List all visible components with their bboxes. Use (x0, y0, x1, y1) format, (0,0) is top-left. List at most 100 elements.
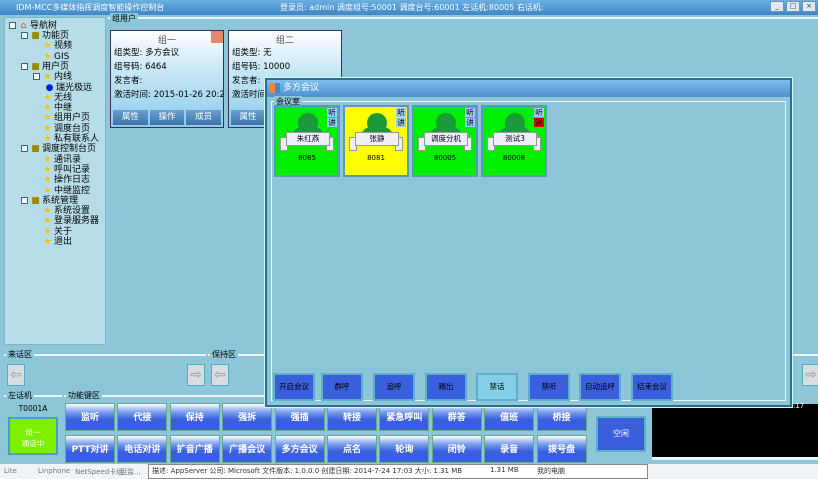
arrow-right-icon[interactable]: ⇨ (187, 364, 205, 386)
conference-member[interactable]: 张静 8081 听讲 (343, 105, 409, 177)
conference-button[interactable]: 自动追呼 (579, 373, 621, 401)
tree-item[interactable]: ■ 用户页 (21, 62, 69, 72)
tree-item[interactable]: ★ 系统设置 (43, 206, 90, 216)
function-key-button[interactable]: 紧急呼叫 (379, 403, 430, 431)
tree-root[interactable]: ⌂ 导航树 (9, 21, 57, 31)
function-key-button[interactable]: 多方会议 (274, 435, 325, 463)
star-icon: ★ (43, 72, 52, 83)
star-icon: ★ (43, 41, 52, 52)
left-phone-status-button[interactable]: 组一 通话中 (8, 417, 58, 455)
tree-item[interactable]: ★ 关于 (43, 227, 72, 237)
tree-item[interactable]: ★ 无线 (43, 93, 72, 103)
tree-item[interactable]: ★ 中继监控 (43, 186, 90, 196)
arrow-left-icon[interactable]: ⇦ (7, 364, 25, 386)
maximize-button[interactable]: □ (786, 1, 800, 12)
conference-button[interactable]: 踢出 (425, 373, 467, 401)
function-key-button[interactable]: 电话对讲 (117, 435, 168, 463)
conference-button[interactable]: 追呼 (373, 373, 415, 401)
function-key-button[interactable]: 拨号盘 (536, 435, 587, 463)
tree-item-label: 呼叫记录 (54, 164, 91, 175)
function-key-button[interactable]: 点名 (327, 435, 377, 463)
properties-button[interactable]: 属性 (231, 110, 265, 125)
speak-indicator[interactable]: 讲 (327, 118, 337, 127)
conference-button[interactable]: 群呼 (321, 373, 363, 401)
function-key-button[interactable]: 群答 (431, 403, 482, 431)
taskbar-item[interactable]: 组监... (120, 468, 141, 476)
function-key-button[interactable]: PTT对讲 (65, 435, 115, 463)
function-key-button[interactable]: 桥接 (536, 403, 587, 431)
function-key-button[interactable]: 转接 (327, 403, 377, 431)
right-phone-status-button[interactable]: 空闲 (596, 416, 646, 452)
expand-icon[interactable] (33, 73, 40, 81)
tree-item-label: 无线 (54, 92, 73, 103)
star-icon: ★ (43, 113, 52, 124)
taskbar-item[interactable]: NetSpeed卡组 (75, 468, 124, 476)
function-key-button[interactable]: 广播会议 (222, 435, 273, 463)
tree-item[interactable]: ★ 组用户页 (43, 113, 90, 123)
dialog-title-bar[interactable]: 多方会议 (267, 80, 790, 97)
left-phone-id: T0001A (18, 404, 48, 413)
taskbar: 组监... NetSpeed卡组 Linphone Lite 描述: AppServe… (0, 464, 818, 479)
tree-item[interactable]: ★ 内线 (33, 72, 72, 82)
star-icon: ★ (43, 164, 52, 175)
arrow-left-icon[interactable]: ⇦ (211, 364, 229, 386)
tree-item[interactable]: ★ 退出 (43, 237, 72, 247)
conference-button[interactable]: 禁话 (476, 373, 518, 401)
tree-item[interactable]: ■ 调度控制台页 (21, 144, 96, 154)
expand-icon[interactable] (21, 196, 28, 204)
function-key-button[interactable]: 扩音广播 (169, 435, 220, 463)
listen-indicator[interactable]: 听 (534, 108, 544, 117)
function-key-button[interactable]: 强拆 (222, 403, 273, 431)
tree-item[interactable]: ★ 通讯录 (43, 155, 81, 165)
star-icon: ★ (43, 206, 52, 217)
incoming-legend: 来话区 (6, 349, 34, 360)
tree-item[interactable]: ★ 呼叫记录 (43, 165, 90, 175)
folder-icon: ■ (31, 144, 40, 155)
speak-indicator[interactable]: 讲 (396, 118, 406, 127)
taskbar-item[interactable]: Lite (4, 467, 17, 475)
tree-item[interactable]: ★ 操作日志 (43, 175, 90, 185)
operate-button[interactable]: 操作 (149, 110, 185, 125)
expand-icon[interactable] (21, 32, 28, 39)
tree-item[interactable]: ★ 调度台页 (43, 124, 90, 134)
conference-member[interactable]: 调度分机 80005 听讲 (412, 105, 478, 177)
speak-indicator[interactable]: 讲 (465, 118, 475, 127)
tree-item[interactable]: ★ 中继 (43, 103, 72, 113)
tree-item[interactable]: ■ 系统管理 (21, 196, 78, 206)
function-key-button[interactable]: 闭铃 (431, 435, 482, 463)
tree-item[interactable]: ★ GIS (43, 52, 69, 62)
tree-item[interactable]: ★ 私有联系人 (43, 134, 99, 144)
tree-item[interactable]: ● 瑞光极远 (45, 83, 92, 93)
file-info: 描述: AppServer 公司: Microsoft 文件版本: 1.0.0.… (152, 467, 463, 475)
listen-indicator[interactable]: 听 (327, 108, 337, 117)
conference-button[interactable]: 结束会议 (631, 373, 673, 401)
function-key-button[interactable]: 强插 (274, 403, 325, 431)
conference-member[interactable]: 测试3 80008 听讲 (481, 105, 547, 177)
listen-indicator[interactable]: 听 (465, 108, 475, 117)
speak-indicator[interactable]: 讲 (534, 118, 544, 127)
close-button[interactable]: × (802, 1, 816, 12)
members-button[interactable]: 成员 (186, 110, 222, 125)
expand-icon[interactable] (21, 145, 28, 153)
conference-button[interactable]: 开启会议 (273, 373, 315, 401)
function-key-button[interactable]: 录音 (484, 435, 535, 463)
properties-button[interactable]: 属性 (113, 110, 148, 125)
listen-indicator[interactable]: 听 (396, 108, 406, 117)
function-key-button[interactable]: 监听 (65, 403, 115, 431)
tree-item[interactable]: ★ 登录服务器 (43, 216, 99, 226)
tree-item[interactable]: ■ 功能页 (21, 31, 69, 41)
function-key-button[interactable]: 轮询 (379, 435, 430, 463)
tree-item[interactable]: ★ 视频 (43, 41, 72, 51)
taskbar-item[interactable]: Linphone (38, 467, 71, 475)
group-card[interactable]: 组一 组类型: 多方会议 组号码: 6464 发言者: 激活时间: 2015-0… (110, 30, 224, 128)
arrow-right-icon[interactable]: ⇨ (802, 364, 818, 386)
expand-icon[interactable] (21, 62, 28, 70)
conference-button[interactable]: 禁听 (528, 373, 570, 401)
function-key-button[interactable]: 保持 (169, 403, 220, 431)
function-key-button[interactable]: 代接 (117, 403, 168, 431)
function-key-button[interactable]: 值班 (484, 403, 535, 431)
left-phone-zone: 左话机 T0001A 组一 通话中 (4, 390, 62, 461)
conference-member[interactable]: 朱红燕 8085 听讲 (274, 105, 340, 177)
minimize-button[interactable]: _ (770, 1, 784, 12)
group-time: 激活时间: (232, 90, 269, 100)
